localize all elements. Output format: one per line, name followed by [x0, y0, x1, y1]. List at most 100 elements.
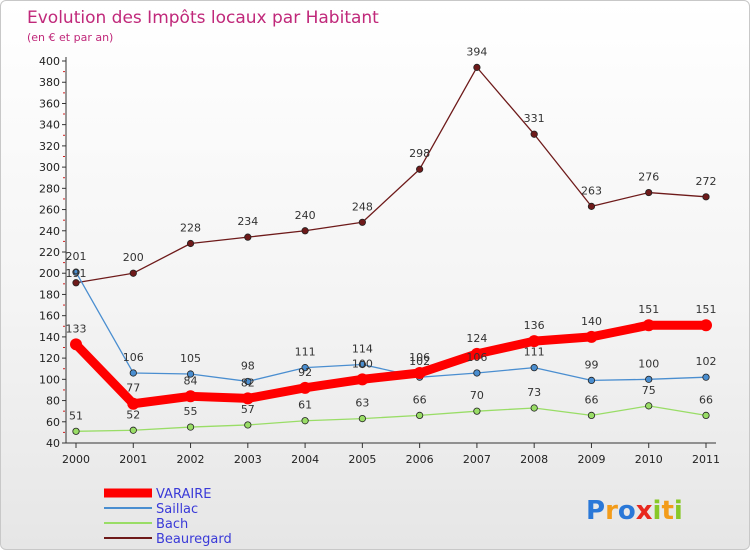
- data-label-bach: 66: [413, 393, 427, 406]
- data-label-varaire: 151: [696, 303, 717, 316]
- y-tick-label: 200: [39, 267, 60, 280]
- point-beauregard: [244, 233, 252, 241]
- x-tick-label: 2000: [62, 453, 90, 466]
- legend-label-saillac: Saillac: [156, 502, 198, 517]
- proxiti-logo: Proxiti: [586, 496, 683, 526]
- data-label-saillac: 102: [409, 355, 430, 368]
- x-tick-label: 2009: [577, 453, 605, 466]
- data-label-bach: 51: [69, 409, 83, 422]
- data-label-saillac: 111: [295, 346, 316, 359]
- point-beauregard: [416, 165, 424, 173]
- data-label-bach: 61: [298, 399, 312, 412]
- point-saillac: [129, 369, 137, 377]
- point-beauregard: [530, 130, 538, 138]
- point-beauregard: [186, 239, 195, 248]
- y-tick-label: 40: [46, 437, 60, 450]
- logo-letter: t: [661, 496, 673, 526]
- data-label-saillac: 106: [466, 351, 487, 364]
- data-label-saillac: 105: [180, 352, 201, 365]
- data-label-bach: 70: [470, 389, 484, 402]
- point-saillac: [72, 268, 80, 276]
- x-tick-label: 2006: [406, 453, 434, 466]
- data-label-varaire: 124: [466, 332, 487, 345]
- point-varaire: [70, 338, 82, 351]
- series-line-beauregard: [75, 66, 707, 284]
- y-tick-label: 220: [39, 246, 60, 259]
- data-label-beauregard: 200: [123, 251, 144, 264]
- x-tick-label: 2004: [291, 453, 319, 466]
- point-saillac: [473, 369, 481, 377]
- point-bach: [530, 404, 538, 412]
- point-beauregard: [301, 227, 309, 235]
- data-label-varaire: 136: [524, 319, 545, 332]
- data-label-beauregard: 191: [66, 267, 87, 280]
- point-varaire: [528, 335, 541, 348]
- y-tick-label: 80: [46, 395, 60, 408]
- proxiti-logo-text: Proxiti: [586, 496, 683, 526]
- point-varaire: [642, 319, 655, 332]
- x-tick-label: 2002: [177, 453, 205, 466]
- point-varaire: [585, 330, 598, 343]
- point-varaire: [241, 392, 254, 405]
- point-bach: [416, 411, 424, 420]
- point-saillac: [358, 360, 366, 369]
- data-label-saillac: 106: [123, 351, 144, 364]
- y-tick-label: 260: [39, 204, 60, 217]
- point-bach: [244, 421, 252, 429]
- y-tick-label: 280: [39, 182, 60, 195]
- point-varaire: [127, 397, 140, 410]
- series-layer: 51 52 55 57 61 63 66 70 73 66 75 66 201 106 105 98 111 11…: [66, 45, 717, 435]
- data-label-bach: 52: [126, 408, 140, 421]
- data-label-saillac: 201: [66, 250, 87, 263]
- point-varaire: [356, 373, 369, 386]
- point-varaire: [184, 390, 197, 403]
- point-saillac: [186, 370, 195, 378]
- y-tick-label: 240: [39, 225, 60, 238]
- y-tick-label: 300: [39, 161, 60, 174]
- point-beauregard: [72, 279, 80, 287]
- y-tick-label: 160: [39, 310, 60, 323]
- logo-letter: i: [674, 496, 683, 526]
- point-bach: [702, 411, 710, 420]
- point-beauregard: [358, 218, 366, 226]
- data-label-beauregard: 298: [409, 147, 430, 160]
- data-label-varaire: 92: [298, 366, 312, 379]
- y-tick-label: 340: [39, 119, 60, 132]
- y-tick-label: 380: [39, 76, 60, 89]
- data-label-beauregard: 263: [581, 184, 602, 197]
- point-bach: [645, 402, 653, 410]
- y-tick-label: 400: [39, 55, 60, 68]
- data-label-varaire: 140: [581, 315, 602, 328]
- data-label-varaire: 84: [184, 374, 198, 387]
- y-tick-label: 180: [39, 288, 60, 301]
- data-label-varaire: 151: [638, 303, 659, 316]
- point-varaire: [299, 381, 312, 394]
- data-label-saillac: 111: [524, 346, 545, 359]
- legend-label-varaire: VARAIRE: [156, 487, 211, 502]
- data-label-bach: 66: [699, 393, 713, 406]
- x-tick-label: 2011: [692, 453, 720, 466]
- data-label-saillac: 102: [696, 355, 717, 368]
- data-label-beauregard: 228: [180, 222, 201, 235]
- series-line-varaire: [71, 320, 711, 409]
- data-label-varaire: 106: [409, 351, 430, 364]
- point-varaire: [700, 319, 712, 332]
- legend-label-bach: Bach: [156, 517, 188, 532]
- data-label-saillac: 99: [584, 358, 598, 371]
- point-saillac: [244, 377, 252, 386]
- logo-letter: P: [586, 496, 605, 526]
- point-bach: [186, 423, 195, 431]
- y-tick-label: 140: [39, 331, 60, 344]
- point-bach: [72, 427, 80, 435]
- logo-letter: r: [605, 496, 618, 526]
- data-label-varaire: 100: [352, 357, 373, 370]
- logo-letter: i: [653, 496, 662, 526]
- point-saillac: [301, 364, 309, 372]
- data-label-saillac: 100: [638, 357, 659, 370]
- point-saillac: [530, 364, 538, 372]
- logo-letter: o: [618, 496, 636, 526]
- y-tick-label: 320: [39, 140, 60, 153]
- point-varaire: [470, 347, 483, 360]
